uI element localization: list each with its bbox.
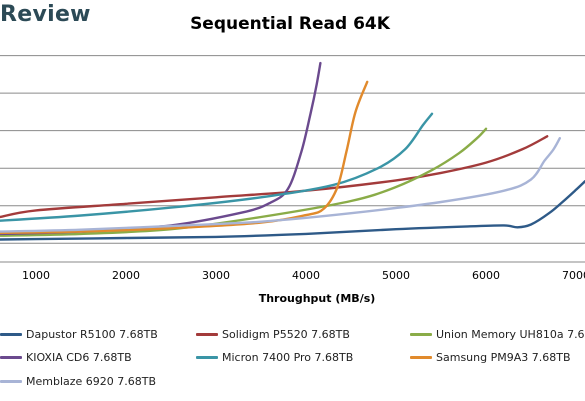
x-tick-label: 1000 (22, 269, 50, 282)
grid-lines (0, 55, 585, 263)
x-axis-label: Throughput (MB/s) (259, 292, 376, 305)
site-brand: Review (0, 2, 91, 27)
x-tick-label: 5000 (382, 269, 410, 282)
chart-title: Sequential Read 64K (190, 14, 390, 34)
x-tick-label: 6000 (472, 269, 500, 282)
x-tick-label: 7000 (562, 269, 585, 282)
series-line-micron-7400-pro-7-68tb (0, 112, 434, 222)
x-tick-labels: 1000 2000 3000 4000 5000 6000 7000 (22, 269, 585, 282)
x-tick-label: 4000 (292, 269, 320, 282)
x-tick-label: 2000 (112, 269, 140, 282)
series-line-dapustor-r5100-7-68tb (0, 180, 585, 241)
x-tick-label: 3000 (202, 269, 230, 282)
series-line-union-memory-uh810a-7-68tb (0, 127, 488, 237)
series-line-solidigm-p5520-7-68tb (0, 135, 549, 219)
series-lines (0, 61, 585, 241)
series-line-samsung-pm9a3-7-68tb (0, 80, 369, 235)
series-line-memblaze-6920-7-68tb (0, 137, 561, 233)
